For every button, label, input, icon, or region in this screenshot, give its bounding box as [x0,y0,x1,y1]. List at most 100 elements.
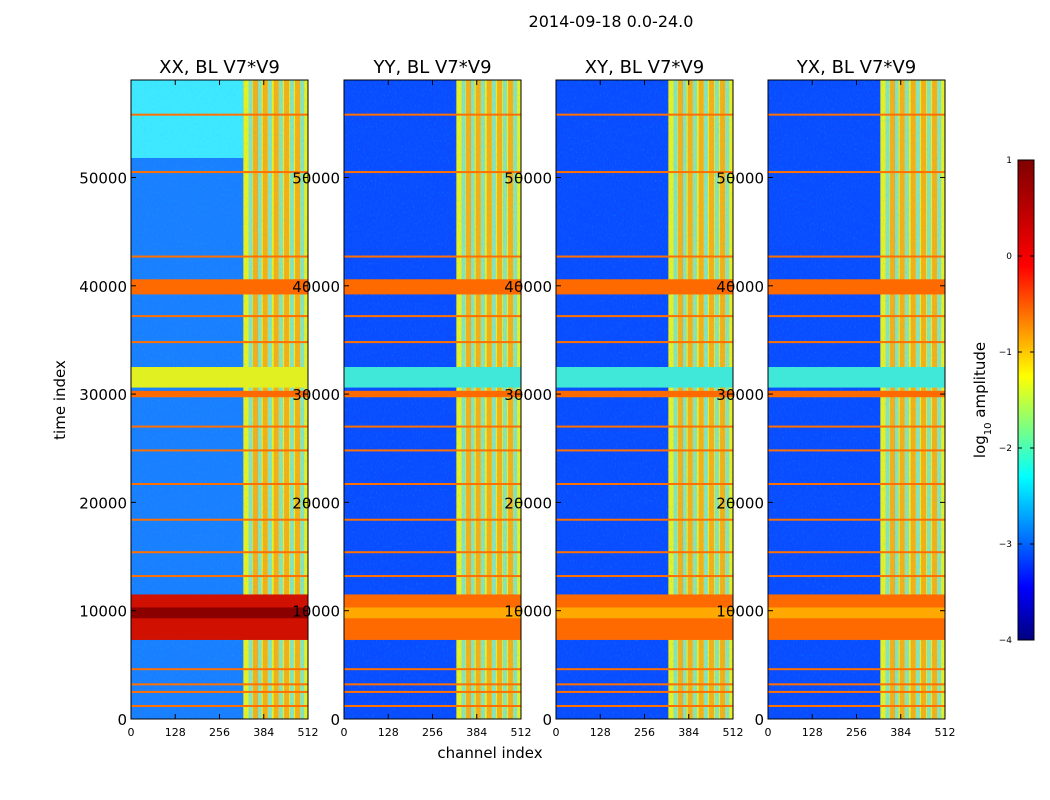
flag-row [768,341,945,344]
y-tick-label: 20000 [716,494,764,512]
flag-row [344,482,521,485]
x-axis-label: channel index [437,744,542,762]
flag-row [768,113,945,116]
flag-row [556,279,733,295]
flag-row [344,390,521,397]
y-tick-label: 40000 [292,278,340,296]
y-tick-label: 40000 [716,278,764,296]
flag-row [768,425,945,428]
flag-row [344,449,521,452]
flag-row [131,705,308,708]
flag-row [556,690,733,693]
flag-row [768,518,945,521]
flag-row [768,683,945,686]
flag-row [131,449,308,452]
flag-row [131,279,308,295]
flag-row [768,575,945,578]
flag-row [768,482,945,485]
flag-row [556,518,733,521]
flag-row [131,668,308,671]
y-tick-label: 0 [754,711,764,729]
flag-row [344,341,521,344]
flag-row [131,315,308,318]
y-tick-label: 50000 [716,169,764,187]
flag-row [556,341,733,344]
flag-row [768,171,945,174]
y-tick-label: 10000 [79,603,127,621]
flag-row [556,705,733,708]
flag-row [131,683,308,686]
x-tick-label: 0 [341,726,348,739]
x-tick-label: 512 [723,726,744,739]
flag-row [131,551,308,554]
y-tick-label: 20000 [79,494,127,512]
y-tick-label: 20000 [292,494,340,512]
flag-row [344,705,521,708]
heatmap-image [131,80,308,719]
flag-row [131,575,308,578]
heatmap-panel: YY, BL V7*V9 0 128 256 384 512 0 10000 20000 3000… [292,57,531,739]
colorbar-tick-label: −1 [999,348,1012,358]
saturated-band [768,607,945,619]
x-tick-label: 256 [634,726,655,739]
y-tick-label: 20000 [504,494,552,512]
flag-row [344,279,521,295]
y-tick-label: 50000 [504,169,552,187]
heatmap-panel: XX, BL V7*V9 0 128 256 384 512 0 10000 20000 3000… [79,57,318,739]
y-tick-label: 40000 [504,278,552,296]
x-tick-label: 256 [846,726,867,739]
flag-row [556,668,733,671]
flag-row [768,279,945,295]
y-axis-label: time index [51,360,69,440]
heatmap-image [768,80,945,719]
x-tick-label: 0 [765,726,772,739]
flag-row [344,315,521,318]
flag-row [344,690,521,693]
x-tick-label: 512 [511,726,532,739]
panel-title: XX, BL V7*V9 [159,57,280,78]
x-tick-label: 384 [890,726,911,739]
flag-row [556,171,733,174]
flag-row [344,113,521,116]
x-tick-label: 128 [165,726,186,739]
x-tick-label: 0 [128,726,135,739]
heatmap-panel: XY, BL V7*V9 0 128 256 384 512 0 10000 20000 3000… [504,57,743,739]
flag-row [344,575,521,578]
colorbar-tick-label: −2 [999,444,1012,454]
colorbar-tick-label: 0 [1006,252,1012,262]
saturated-band [344,607,521,619]
y-tick-label: 30000 [292,386,340,404]
x-tick-label: 384 [678,726,699,739]
flag-row [556,449,733,452]
x-tick-label: 384 [253,726,274,739]
x-tick-label: 512 [298,726,319,739]
x-tick-label: 256 [422,726,443,739]
x-tick-label: 128 [378,726,399,739]
flag-row [768,449,945,452]
flag-row [344,425,521,428]
flag-row [131,255,308,258]
y-tick-label: 0 [117,711,127,729]
flag-row [556,482,733,485]
flag-row [556,575,733,578]
y-tick-label: 10000 [504,603,552,621]
flag-row [556,683,733,686]
flag-row [556,255,733,258]
flag-row [768,390,945,397]
y-tick-label: 50000 [79,169,127,187]
flag-row [768,255,945,258]
time-band [556,367,733,388]
flag-row [768,690,945,693]
figure-title: 2014-09-18 0.0-24.0 [528,12,694,31]
flag-row [131,518,308,521]
y-tick-label: 30000 [504,386,552,404]
flag-row [344,255,521,258]
colorbar-tick-label: 1 [1006,156,1012,166]
y-tick-label: 10000 [716,603,764,621]
flag-row [131,113,308,116]
flag-row [556,551,733,554]
panel-title: YX, BL V7*V9 [796,57,916,78]
panel-title: YY, BL V7*V9 [372,57,491,78]
heatmap-image [556,80,733,719]
